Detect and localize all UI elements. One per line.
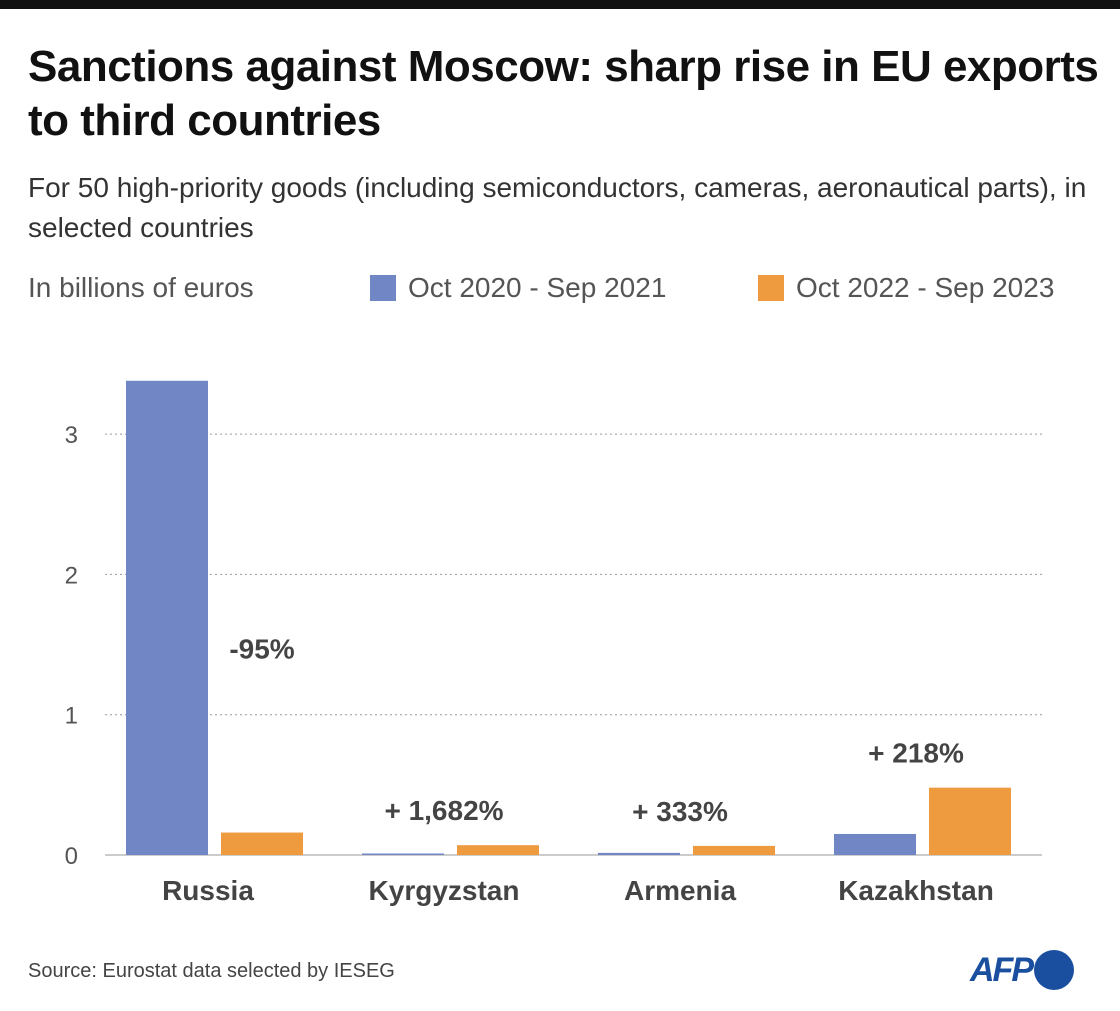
change-annotation: + 1,682% — [384, 795, 503, 826]
legend-item-2: Oct 2022 - Sep 2023 — [758, 272, 1054, 304]
bar-kyrgyzstan-1 — [362, 853, 444, 855]
legend-label: Oct 2022 - Sep 2023 — [796, 272, 1055, 303]
logo-text: AFP — [970, 950, 1034, 989]
change-annotation: + 333% — [632, 796, 728, 827]
logo-dot — [1034, 950, 1074, 990]
legend-swatch — [370, 275, 396, 301]
legend-swatch — [758, 275, 784, 301]
bar-armenia-2 — [693, 845, 775, 855]
top-rule — [0, 0, 1120, 9]
x-tick-label: Armenia — [624, 875, 736, 906]
bar-armenia-1 — [598, 852, 680, 855]
legend-item-1: Oct 2020 - Sep 2021 — [370, 272, 666, 304]
bar-kyrgyzstan-2 — [457, 845, 539, 855]
change-annotation: + 218% — [868, 738, 964, 769]
bar-russia-1 — [126, 380, 208, 855]
source-note: Source: Eurostat data selected by IESEG — [28, 960, 395, 982]
bar-kazakhstan-2 — [929, 787, 1011, 855]
bar-kazakhstan-1 — [834, 833, 916, 855]
x-tick-label: Russia — [162, 875, 254, 906]
y-tick-label: 1 — [65, 703, 78, 730]
y-unit-label: In billions of euros — [28, 272, 254, 303]
afp-logo: AFP — [970, 950, 1074, 990]
chart-title: Sanctions against Moscow: sharp rise in … — [28, 42, 1099, 145]
legend-label: Oct 2020 - Sep 2021 — [408, 272, 667, 303]
x-tick-label: Kyrgyzstan — [369, 875, 520, 906]
y-tick-label: 2 — [65, 562, 78, 589]
change-annotation: -95% — [229, 634, 294, 665]
y-tick-label: 3 — [65, 422, 78, 449]
chart-subtitle: For 50 high-priority goods (including se… — [28, 172, 1087, 243]
bar-russia-2 — [221, 832, 303, 855]
x-tick-label: Kazakhstan — [838, 875, 994, 906]
y-tick-label: 0 — [65, 843, 78, 870]
